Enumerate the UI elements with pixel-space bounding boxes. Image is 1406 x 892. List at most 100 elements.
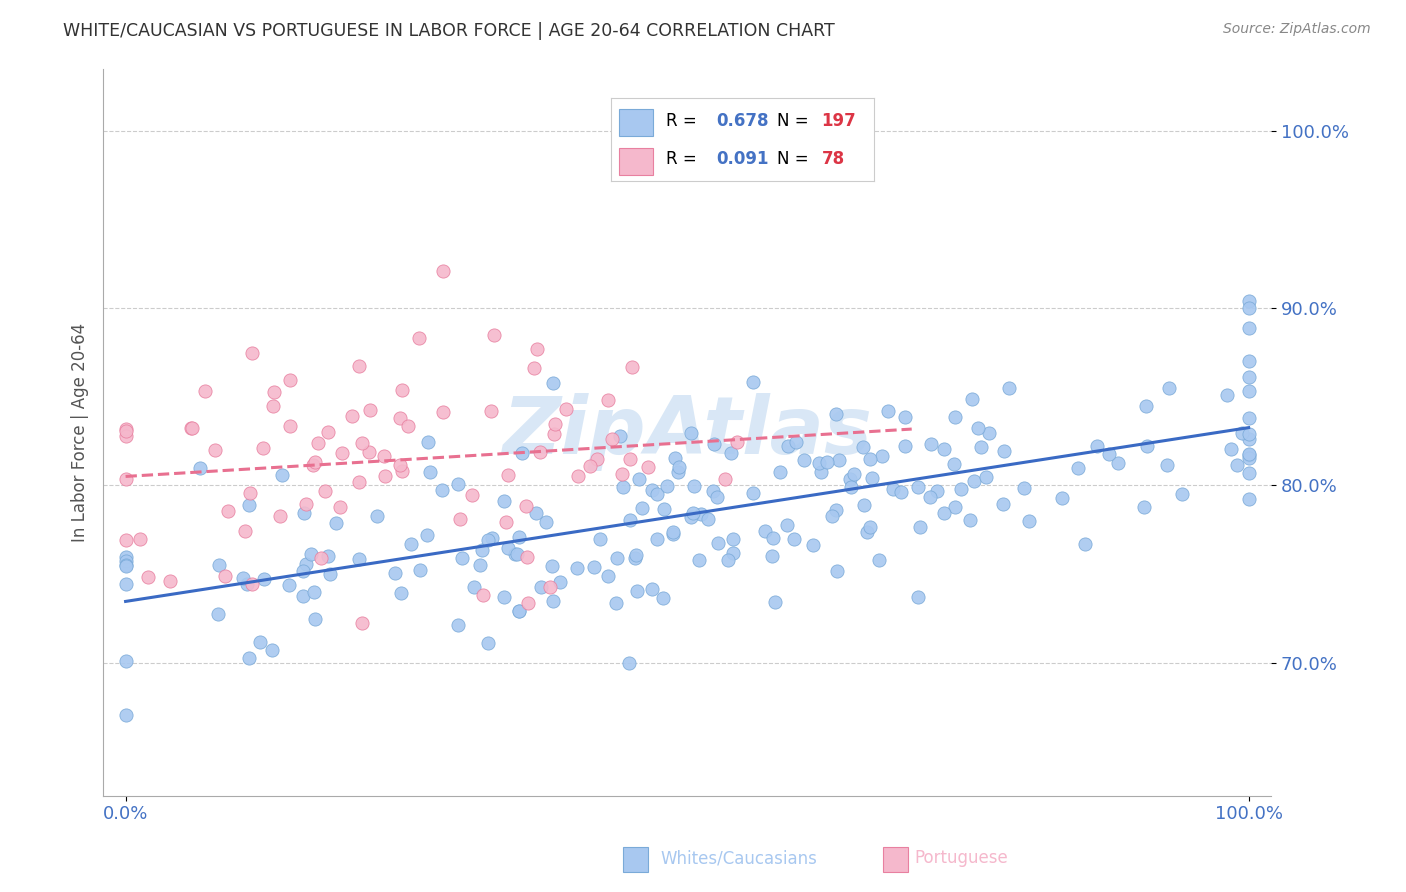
Point — [471, 543, 494, 558]
Point — [1018, 514, 1040, 528]
Point — [859, 520, 882, 534]
Point — [484, 327, 506, 342]
Point — [555, 402, 578, 417]
Point — [194, 384, 217, 399]
Point — [993, 498, 1015, 512]
Point — [316, 425, 339, 439]
Point — [641, 582, 664, 596]
Point — [612, 467, 634, 481]
Point — [1136, 439, 1159, 453]
Point — [1012, 482, 1035, 496]
Point — [1237, 451, 1260, 466]
Text: Portuguese: Portuguese — [914, 849, 1008, 867]
Point — [605, 596, 627, 610]
Point — [114, 422, 136, 436]
Point — [472, 588, 495, 602]
Point — [232, 570, 254, 584]
Point — [253, 572, 276, 586]
Point — [516, 550, 538, 565]
Point — [451, 551, 474, 566]
Point — [263, 385, 285, 400]
Point — [617, 657, 640, 671]
Point — [523, 360, 546, 375]
Point — [612, 480, 634, 494]
Point — [347, 359, 370, 373]
Point — [637, 460, 659, 475]
Point — [1237, 294, 1260, 309]
Point — [477, 636, 499, 650]
Point — [624, 550, 647, 565]
Point — [384, 566, 406, 581]
Point — [325, 516, 347, 530]
Point — [238, 651, 260, 665]
Text: Whites/Caucasians: Whites/Caucasians — [661, 849, 818, 867]
Point — [114, 554, 136, 568]
Point — [808, 456, 831, 470]
Point — [725, 435, 748, 450]
Point — [702, 437, 724, 451]
Point — [416, 528, 439, 542]
Point — [408, 331, 430, 345]
Point — [432, 405, 454, 419]
Point — [628, 472, 651, 486]
Point — [350, 615, 373, 630]
Point — [270, 468, 292, 483]
Point — [214, 569, 236, 583]
Point — [252, 441, 274, 455]
Point — [495, 515, 517, 529]
Point — [236, 577, 259, 591]
Point — [318, 567, 340, 582]
Point — [503, 547, 526, 561]
Point — [598, 392, 620, 407]
Point — [853, 498, 876, 512]
Point — [1237, 447, 1260, 461]
Point — [762, 531, 785, 545]
Point — [180, 421, 202, 435]
Point — [666, 465, 689, 479]
Point — [877, 404, 900, 418]
Y-axis label: In Labor Force | Age 20-64: In Labor Force | Age 20-64 — [72, 323, 89, 541]
Point — [517, 596, 540, 610]
Point — [396, 419, 419, 434]
Point — [706, 490, 728, 504]
Point — [1237, 370, 1260, 384]
Point — [619, 513, 641, 527]
Point — [859, 451, 882, 466]
Point — [548, 574, 571, 589]
Point — [460, 488, 482, 502]
Point — [934, 442, 956, 457]
Point — [357, 444, 380, 458]
Point — [697, 512, 720, 526]
Point — [468, 558, 491, 572]
Point — [304, 612, 326, 626]
Point — [932, 506, 955, 520]
Point — [776, 518, 799, 533]
Point — [302, 585, 325, 599]
Point — [350, 435, 373, 450]
Point — [419, 465, 441, 479]
Point — [894, 439, 917, 453]
Point — [645, 532, 668, 546]
Point — [540, 559, 562, 574]
Point — [302, 458, 325, 472]
Text: WHITE/CAUCASIAN VS PORTUGUESE IN LABOR FORCE | AGE 20-64 CORRELATION CHART: WHITE/CAUCASIAN VS PORTUGUESE IN LABOR F… — [63, 22, 835, 40]
Point — [1237, 321, 1260, 335]
Point — [1237, 301, 1260, 315]
Point — [159, 574, 181, 589]
Point — [449, 512, 471, 526]
Point — [974, 470, 997, 484]
Point — [868, 553, 890, 567]
Point — [249, 634, 271, 648]
Point — [408, 563, 430, 577]
Point — [565, 561, 588, 575]
Point — [640, 483, 662, 497]
Text: ZipAtlas: ZipAtlas — [502, 393, 872, 471]
Point — [347, 475, 370, 489]
Point — [291, 565, 314, 579]
Point — [359, 402, 381, 417]
Point — [1098, 447, 1121, 461]
Point — [754, 524, 776, 538]
Point — [662, 526, 685, 541]
Point — [824, 503, 846, 517]
Point — [882, 482, 904, 496]
